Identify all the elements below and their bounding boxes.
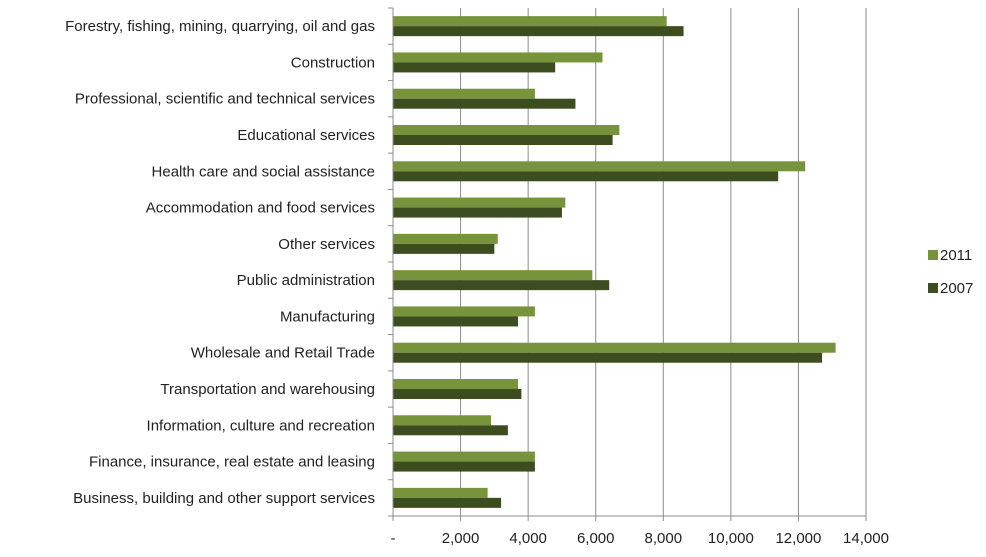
category-label: Manufacturing (280, 308, 375, 325)
category-label: Other services (278, 236, 375, 253)
legend-label-2007: 2007 (940, 280, 973, 297)
bar-2011 (393, 379, 519, 389)
category-label: Accommodation and food services (146, 200, 375, 217)
axes (388, 7, 867, 521)
x-tick-label: 8,000 (645, 530, 683, 547)
bar-2011 (393, 233, 498, 244)
bar-2007 (393, 389, 522, 399)
x-tick-label: 4,000 (509, 530, 547, 547)
legend-swatch-2007 (928, 283, 938, 293)
bar-2007 (393, 280, 610, 291)
category-label: Finance, insurance, real estate and leas… (89, 454, 375, 471)
bar-2007 (393, 497, 502, 508)
bar-2011 (393, 52, 603, 63)
bar-2007 (393, 26, 684, 37)
bar-2007 (393, 135, 613, 145)
bar-2011 (393, 161, 806, 172)
x-tick-label: 10,000 (708, 530, 754, 547)
category-label: Public administration (237, 272, 375, 289)
bar-2011 (393, 415, 491, 426)
category-label: Health care and social assistance (152, 163, 375, 180)
category-label: Professional, scientific and technical s… (75, 91, 375, 108)
bar-2011 (393, 487, 488, 498)
category-label: Forestry, fishing, mining, quarrying, oi… (65, 18, 375, 35)
bar-2011 (393, 306, 535, 317)
category-label: Wholesale and Retail Trade (191, 345, 375, 362)
bar-2011 (393, 342, 836, 353)
bar-2007 (393, 243, 495, 254)
bar-2011 (393, 451, 535, 462)
x-tick-label: - (391, 530, 396, 547)
grid-lines (460, 8, 867, 516)
bar-2007 (393, 425, 508, 436)
x-tick-label: 14,000 (843, 530, 889, 547)
bar-2007 (393, 171, 779, 182)
bar-2007 (393, 352, 823, 363)
legend: 2011 2007 (928, 247, 973, 297)
x-tick-label: 12,000 (775, 530, 821, 547)
category-label: Business, building and other support ser… (73, 490, 375, 507)
legend-swatch-2011 (928, 250, 938, 260)
bar-2011 (393, 16, 667, 27)
category-label: Educational services (237, 127, 375, 144)
x-tick-labels: - 2,000 4,000 6,000 8,000 10,000 12,000 14,000 (391, 530, 889, 547)
bar-2007 (393, 316, 519, 327)
bar-2011 (393, 270, 593, 281)
bar-2007 (393, 207, 562, 218)
legend-label-2011: 2011 (940, 247, 972, 264)
category-label: Transportation and warehousing (160, 381, 375, 398)
x-tick-label: 6,000 (577, 530, 615, 547)
bar-2007 (393, 98, 576, 109)
bar-2007 (393, 461, 535, 472)
category-label: Construction (291, 54, 375, 71)
bar-2011 (393, 88, 535, 99)
category-labels: Forestry, fishing, mining, quarrying, oi… (65, 18, 375, 507)
category-label: Information, culture and recreation (147, 417, 375, 434)
bar-2011 (393, 125, 620, 135)
bar-2007 (393, 62, 556, 73)
bars (393, 16, 836, 508)
x-tick-label: 2,000 (442, 530, 480, 547)
bar-2011 (393, 197, 566, 208)
